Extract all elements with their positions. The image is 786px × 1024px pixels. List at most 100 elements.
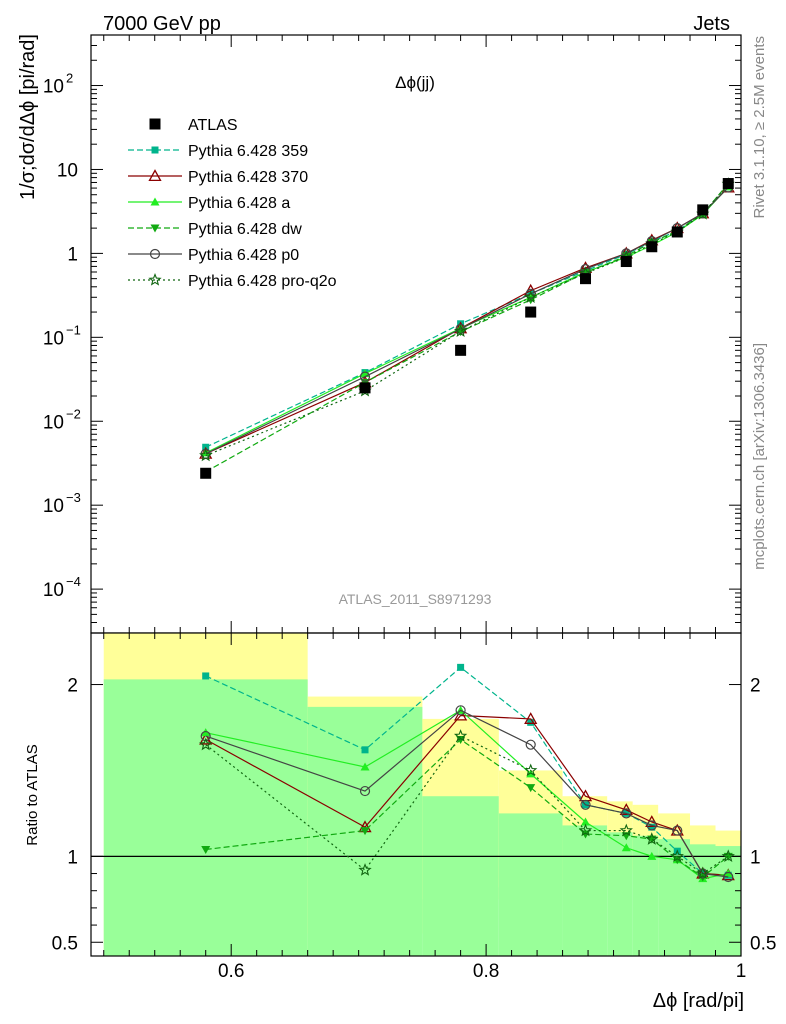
ratio-series-3-point-3 [526, 784, 536, 793]
ratio-series-0-point-6 [648, 823, 656, 831]
legend-marker-atlas [149, 118, 161, 130]
ratio-series-4-point-3 [525, 739, 536, 750]
main-y-tick-exponent-6: −4 [66, 574, 81, 589]
ratio-series-line-3 [205, 738, 729, 878]
ratio-series-4-point-9 [723, 871, 734, 883]
main-y-tick-exponent-4: −2 [66, 406, 81, 421]
legend-marker-3 [150, 224, 160, 233]
ratio-frame [90, 632, 742, 957]
ratio-series-4-point-2 [455, 705, 466, 716]
ratio-series-5-point-6 [645, 832, 659, 845]
ratio-series-1-point-0 [199, 732, 213, 745]
ratio-series-0-point-2 [457, 663, 465, 671]
legend-label-5: Pythia 6.428 pro-q2o [188, 273, 337, 290]
ratio-series-4-point-4 [580, 799, 591, 810]
ratio-series-0-point-3 [527, 718, 535, 726]
ratio-series-4-point-1 [359, 785, 371, 797]
ratio-y-tick-label-2: 2 [67, 676, 78, 697]
atlas-data-point-9 [722, 178, 734, 190]
legend-label-2: Pythia 6.428 a [188, 195, 290, 212]
ratio-y-tick-label-1: 1 [67, 847, 78, 868]
main-series-5-point-3 [524, 290, 538, 303]
legend-marker-2 [150, 197, 160, 206]
legend-marker-0 [151, 146, 159, 154]
main-y-tick-exponent-5: −3 [66, 490, 81, 505]
rivet-version-label: Rivet 3.1.10, ≥ 2.5M events [751, 36, 768, 219]
atlas-data-point-0 [200, 467, 212, 479]
ratio-series-1-point-3 [524, 712, 538, 724]
ratio-series-1-point-2 [454, 708, 468, 721]
ratio-series-5-point-9 [721, 849, 735, 863]
ratio-band-green-2 [422, 796, 499, 956]
main-y-tick-exponent-0: 2 [66, 71, 73, 86]
legend-label-3: Pythia 6.428 dw [188, 221, 302, 238]
ratio-y-tick-label-right-2: 2 [750, 676, 761, 697]
main-series-2-point-0 [201, 448, 211, 457]
ratio-series-4-point-7 [672, 825, 683, 836]
ratio-series-1-point-4 [578, 789, 593, 802]
ratio-band-green-3 [498, 813, 563, 956]
atlas-data-point-1 [359, 382, 371, 394]
main-series-line-3 [205, 183, 729, 473]
analysis-label: ATLAS_2011_S8971293 [339, 591, 492, 607]
ratio-band-green-9 [715, 846, 741, 956]
ratio-band-green-0 [103, 679, 308, 956]
ratio-series-5-point-0 [199, 737, 213, 751]
main-y-tick-label-5: 10 [43, 496, 64, 517]
ratio-series-2-point-4 [581, 817, 591, 826]
legend-label-1: Pythia 6.428 370 [188, 169, 308, 186]
ratio-series-2-point-5 [621, 843, 631, 852]
main-y-tick-label-6: 10 [43, 580, 64, 601]
ratio-series-5-point-5 [619, 823, 633, 837]
ratio-y-axis-label: Ratio to ATLAS [24, 744, 41, 845]
atlas-data-point-3 [525, 306, 537, 318]
ratio-series-3-point-1 [360, 827, 370, 836]
legend: ATLAS Pythia 6.428 359 Pythia 6.428 370 Pyt… [128, 117, 337, 290]
main-series-5-point-2 [453, 324, 468, 337]
ratio-band-green-8 [690, 844, 716, 956]
ratio-series-0-point-1 [361, 746, 369, 754]
main-series-4-point-3 [525, 288, 536, 299]
legend-label-4: Pythia 6.428 p0 [188, 247, 299, 264]
main-series-line-4 [205, 187, 729, 455]
ratio-series-5-point-3 [524, 763, 538, 777]
main-series-5-point-0 [199, 448, 213, 462]
ratio-series-line-5 [205, 735, 729, 875]
main-y-tick-label-2: 1 [67, 244, 78, 265]
ratio-panel: 0.6 0.8 10.5 0.51 12 2 [52, 632, 776, 982]
main-y-tick-label-0: 10 [43, 77, 64, 98]
ratio-y-tick-label-right-1: 1 [750, 847, 761, 868]
ratio-series-5-point-2 [453, 729, 468, 742]
chart-title: Δϕ(jj) [395, 73, 435, 92]
main-y-tick-label-3: 10 [43, 328, 64, 349]
ratio-series-5-point-8 [696, 866, 710, 880]
legend-marker-4 [149, 248, 161, 260]
ratio-series-5-point-7 [670, 849, 684, 863]
ratio-series-5-point-4 [578, 823, 593, 837]
process-label: Jets [693, 13, 730, 35]
main-y-tick-label-1: 10 [57, 160, 78, 181]
atlas-data-point-2 [455, 344, 467, 356]
mcplots-label: mcplots.cern.ch [arXiv:1306.3436] [751, 343, 768, 570]
ratio-series-4-point-6 [646, 820, 657, 831]
legend-label-atlas: ATLAS [188, 117, 238, 134]
x-tick-label-2: 1 [736, 961, 747, 982]
ratio-y-tick-label-0: 0.5 [52, 933, 78, 954]
atlas-data-point-4 [580, 273, 592, 285]
legend-label-0: Pythia 6.428 359 [188, 143, 308, 160]
x-axis-label: Δϕ [rad/pi] [653, 990, 744, 1012]
ratio-series-2-point-6 [647, 851, 657, 860]
ratio-series-4-point-5 [621, 808, 632, 819]
ratio-band-green-5 [607, 832, 633, 956]
ratio-band-green-4 [562, 825, 608, 956]
ratio-series-5 [199, 729, 735, 880]
atlas-data-point-8 [697, 204, 709, 216]
energy-label: 7000 GeV pp [103, 13, 221, 35]
ratio-series-line-0 [205, 666, 729, 876]
ratio-series-5-point-1 [358, 863, 372, 876]
ratio-series-4 [200, 705, 734, 883]
x-tick-label-0: 0.6 [218, 961, 244, 982]
ratio-series-line-4 [205, 709, 729, 878]
